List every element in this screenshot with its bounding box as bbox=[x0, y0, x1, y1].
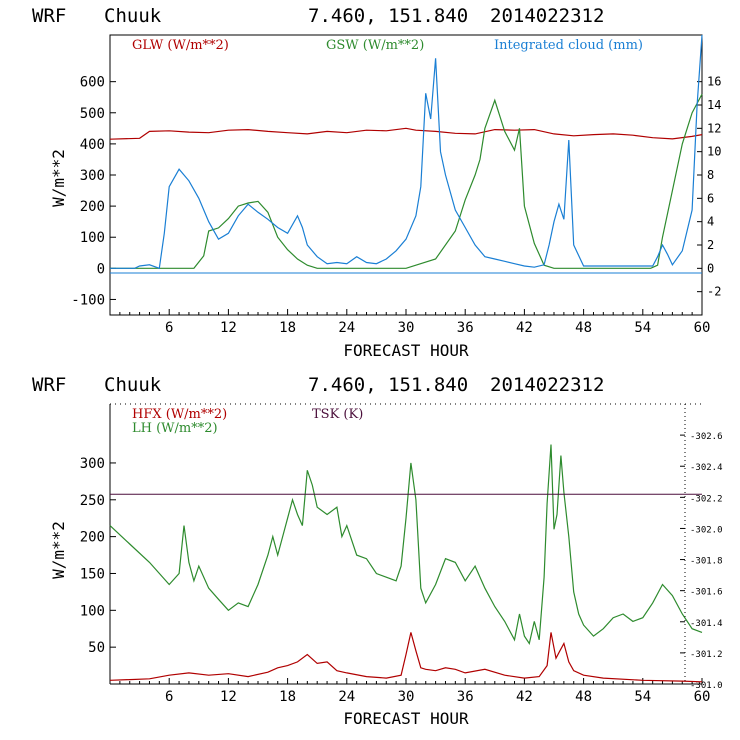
bottom-y2tick-label: -302.6 bbox=[690, 432, 723, 442]
top-y2tick-label: 10 bbox=[707, 145, 721, 159]
top-ytick-label: 400 bbox=[80, 137, 105, 153]
top-xtick-label: 6 bbox=[165, 320, 173, 336]
bottom-y2tick-label: -301.8 bbox=[690, 557, 723, 567]
bottom-header-init: 2014022312 bbox=[490, 374, 604, 396]
lh-series-line bbox=[109, 444, 703, 646]
top-ytick-label: 100 bbox=[80, 230, 105, 246]
top-y2tick-label: 4 bbox=[707, 215, 714, 229]
bottom-ytick-label: 100 bbox=[80, 603, 105, 619]
hfx-series-line bbox=[109, 632, 703, 683]
top-y2tick-label: 14 bbox=[707, 98, 721, 112]
top-header-init: 2014022312 bbox=[490, 5, 604, 27]
top-y2tick-label: 2 bbox=[707, 238, 714, 252]
gsw-series-line bbox=[110, 93, 703, 269]
top-xtick-label: 18 bbox=[279, 320, 296, 336]
top-y2tick-label: -2 bbox=[707, 285, 721, 299]
top-header-station: Chuuk bbox=[104, 5, 162, 27]
bottom-legend-tsk: TSK (K) bbox=[312, 407, 363, 422]
bottom-header-station: Chuuk bbox=[104, 374, 162, 396]
bottom-y2tick-label: -301.6 bbox=[690, 588, 723, 598]
top-xtick-label: 24 bbox=[338, 320, 355, 336]
bottom-xtick-label: 6 bbox=[165, 689, 173, 705]
top-ytick-label: 200 bbox=[80, 199, 105, 215]
bottom-ylabel: W/m**2 bbox=[49, 521, 68, 579]
bottom-xtick-label: 36 bbox=[457, 689, 474, 705]
top-ytick-label: 300 bbox=[80, 168, 105, 184]
bottom-xtick-label: 30 bbox=[398, 689, 415, 705]
bottom-xtick-label: 12 bbox=[220, 689, 237, 705]
top-header-model: WRF bbox=[32, 5, 66, 27]
top-chart-panel: WRF Chuuk 7.460, 151.840 2014022312 GLW … bbox=[32, 5, 721, 360]
bottom-legend-lh: LH (W/m**2) bbox=[132, 421, 218, 436]
top-legend-gsw: GSW (W/m**2) bbox=[326, 38, 424, 53]
bottom-header-model: WRF bbox=[32, 374, 66, 396]
top-y2tick-label: 0 bbox=[707, 261, 714, 275]
top-ytick-label: 0 bbox=[97, 261, 105, 277]
bottom-y2tick-label: -302.4 bbox=[690, 463, 723, 473]
glw-series-line bbox=[109, 127, 703, 140]
top-xtick-label: 30 bbox=[398, 320, 415, 336]
bottom-xtick-label: 54 bbox=[634, 689, 651, 705]
top-xtick-label: 42 bbox=[516, 320, 533, 336]
cloud-series-line bbox=[110, 34, 703, 270]
bottom-header-coords: 7.460, 151.840 bbox=[308, 374, 468, 396]
top-y2tick-label: 6 bbox=[707, 191, 714, 205]
bottom-xtick-label: 18 bbox=[279, 689, 296, 705]
bottom-ytick-label: 50 bbox=[88, 640, 105, 656]
bottom-xlabel: FORECAST HOUR bbox=[343, 709, 469, 728]
top-xlabel: FORECAST HOUR bbox=[343, 341, 469, 360]
bottom-legend-hfx: HFX (W/m**2) bbox=[132, 407, 227, 422]
bottom-ytick-label: 300 bbox=[80, 456, 105, 472]
bottom-chart-panel: WRF Chuuk 7.460, 151.840 2014022312 HFX … bbox=[32, 374, 723, 728]
bottom-xtick-label: 24 bbox=[338, 689, 355, 705]
top-y2tick-label: 12 bbox=[707, 121, 721, 135]
bottom-y2tick-label: -301.0 bbox=[690, 681, 723, 691]
top-xtick-label: 12 bbox=[220, 320, 237, 336]
bottom-ytick-label: 150 bbox=[80, 566, 105, 582]
top-legend-glw: GLW (W/m**2) bbox=[132, 38, 229, 53]
top-xtick-label: 36 bbox=[457, 320, 474, 336]
bottom-xtick-label: 60 bbox=[694, 689, 711, 705]
top-ytick-label: 600 bbox=[80, 75, 105, 91]
top-ylabel: W/m**2 bbox=[49, 149, 68, 207]
bottom-y2tick-label: -301.2 bbox=[690, 650, 723, 660]
bottom-y2tick-label: -302.0 bbox=[690, 525, 723, 535]
top-ytick-label: 500 bbox=[80, 106, 105, 122]
top-header-coords: 7.460, 151.840 bbox=[308, 5, 468, 27]
top-xtick-label: 60 bbox=[694, 320, 711, 336]
bottom-y2tick-label: -301.4 bbox=[690, 619, 723, 629]
top-ytick-label: -100 bbox=[71, 292, 105, 308]
top-xtick-label: 48 bbox=[575, 320, 592, 336]
bottom-y2tick-label: -302.2 bbox=[690, 494, 723, 504]
bottom-xtick-label: 42 bbox=[516, 689, 533, 705]
top-y2tick-label: 16 bbox=[707, 75, 721, 89]
top-y2tick-label: 8 bbox=[707, 168, 714, 182]
bottom-ytick-label: 200 bbox=[80, 530, 105, 546]
bottom-xtick-label: 48 bbox=[575, 689, 592, 705]
bottom-ytick-label: 250 bbox=[80, 493, 105, 509]
top-xtick-label: 54 bbox=[634, 320, 651, 336]
top-legend-cloud: Integrated cloud (mm) bbox=[494, 38, 643, 53]
